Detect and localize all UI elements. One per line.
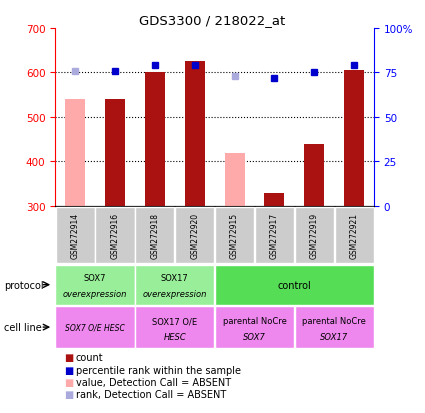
Bar	[264, 194, 284, 206]
Bar	[175, 207, 214, 264]
Text: GSM272919: GSM272919	[310, 212, 319, 259]
Text: ■: ■	[64, 352, 73, 362]
Bar	[55, 265, 135, 305]
Bar	[135, 207, 174, 264]
Text: HESC: HESC	[163, 332, 186, 341]
Bar	[344, 71, 364, 206]
Bar	[145, 73, 165, 206]
Text: overexpression: overexpression	[63, 290, 127, 299]
Text: SOX7 O/E HESC: SOX7 O/E HESC	[65, 323, 125, 332]
Text: GSM272918: GSM272918	[150, 212, 159, 259]
Bar	[255, 207, 294, 264]
Bar	[105, 100, 125, 206]
Text: ■: ■	[64, 389, 73, 399]
Text: GSM272915: GSM272915	[230, 212, 239, 259]
Bar	[304, 144, 324, 206]
Text: GSM272916: GSM272916	[110, 212, 119, 259]
Text: count: count	[76, 352, 103, 362]
Bar	[295, 306, 374, 348]
Text: percentile rank within the sample: percentile rank within the sample	[76, 365, 241, 375]
Text: SOX17: SOX17	[320, 332, 348, 341]
Text: value, Detection Call = ABSENT: value, Detection Call = ABSENT	[76, 377, 231, 387]
Text: rank, Detection Call = ABSENT: rank, Detection Call = ABSENT	[76, 389, 226, 399]
Bar	[295, 207, 334, 264]
Bar	[215, 265, 374, 305]
Text: parental NoCre: parental NoCre	[223, 316, 286, 325]
Bar	[135, 306, 215, 348]
Text: ■: ■	[64, 365, 73, 375]
Bar	[185, 62, 205, 206]
Bar	[215, 306, 294, 348]
Text: SOX17: SOX17	[161, 273, 189, 282]
Text: SOX7: SOX7	[243, 332, 266, 341]
Bar	[224, 153, 244, 206]
Text: SOX7: SOX7	[84, 273, 106, 282]
Bar	[215, 207, 254, 264]
Text: GSM272920: GSM272920	[190, 212, 199, 259]
Text: GDS3300 / 218022_at: GDS3300 / 218022_at	[139, 14, 286, 27]
Text: parental NoCre: parental NoCre	[302, 316, 366, 325]
Bar	[135, 265, 215, 305]
Text: GSM272917: GSM272917	[270, 212, 279, 259]
Text: SOX17 O/E: SOX17 O/E	[152, 316, 197, 325]
Bar	[96, 207, 135, 264]
Bar	[65, 100, 85, 206]
Text: overexpression: overexpression	[143, 290, 207, 299]
Text: ■: ■	[64, 377, 73, 387]
Bar	[55, 306, 135, 348]
Text: control: control	[278, 280, 311, 290]
Text: protocol: protocol	[4, 280, 44, 290]
Bar	[334, 207, 374, 264]
Text: cell line: cell line	[4, 322, 42, 332]
Text: GSM272914: GSM272914	[71, 212, 79, 259]
Bar	[56, 207, 95, 264]
Text: GSM272921: GSM272921	[350, 212, 359, 259]
